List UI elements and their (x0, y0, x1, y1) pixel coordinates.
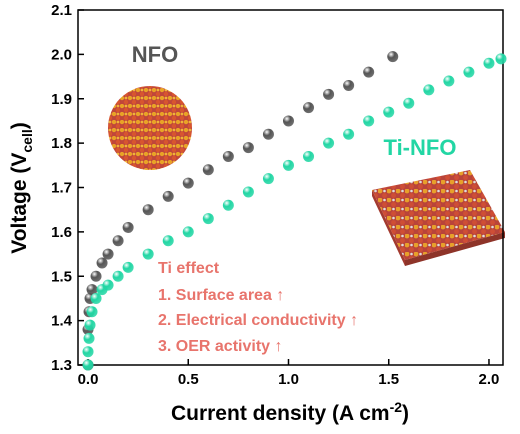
x-tick-label: 1.5 (378, 371, 399, 388)
x-axis-label: Current density (A cm-2) (171, 399, 409, 425)
y-tick-label: 1.5 (51, 268, 72, 285)
marker (90, 270, 102, 282)
y-tick-label: 1.3 (51, 357, 72, 374)
marker (82, 359, 94, 371)
marker (86, 284, 98, 296)
marker (262, 128, 274, 140)
y-axis-label-part: ) (8, 122, 31, 129)
nfo-particle-image (108, 86, 192, 170)
marker (222, 150, 234, 162)
annotation: 2. Electrical conductivity ↑ (158, 312, 358, 329)
marker (363, 115, 375, 127)
marker (463, 66, 475, 78)
marker (383, 106, 395, 118)
marker (202, 164, 214, 176)
y-tick-label: 1.6 (51, 224, 72, 241)
x-axis-label-part: Current density (A cm (171, 402, 390, 425)
y-axis-label-part: Voltage (V (8, 153, 31, 254)
marker (282, 115, 294, 127)
marker (387, 51, 399, 63)
marker (142, 204, 154, 216)
y-tick-label: 1.8 (51, 135, 72, 152)
marker (162, 190, 174, 202)
marker (82, 346, 94, 358)
marker (122, 221, 134, 233)
y-axis-label: Voltage (Vcell) (8, 122, 35, 253)
series-label: Ti-NFO (384, 135, 457, 160)
marker (323, 88, 335, 100)
marker (423, 84, 435, 96)
y-tick-label: 2.0 (51, 46, 72, 63)
annotation-block: Ti effect 1. Surface area ↑ 2. Electrica… (158, 260, 358, 355)
marker (495, 53, 507, 65)
x-tick-label: 1.0 (278, 371, 299, 388)
marker (443, 75, 455, 87)
marker (363, 66, 375, 78)
marker (343, 79, 355, 91)
marker (84, 319, 96, 331)
marker (86, 306, 98, 318)
marker (182, 226, 194, 238)
marker (323, 137, 335, 149)
marker (222, 199, 234, 211)
marker (483, 57, 495, 69)
y-tick-label: 1.4 (51, 313, 73, 330)
y-tick-label: 1.7 (51, 180, 72, 197)
marker (122, 261, 134, 273)
marker (90, 292, 102, 304)
annotation: Ti effect (158, 260, 220, 277)
marker (303, 102, 315, 114)
marker (403, 97, 415, 109)
ti-nfo-sheet-edge (405, 232, 505, 266)
marker (202, 213, 214, 225)
y-tick-label: 1.9 (51, 91, 72, 108)
x-tick-label: 0.0 (78, 371, 99, 388)
marker (262, 173, 274, 185)
marker (96, 257, 108, 269)
annotation: 1. Surface area ↑ (158, 287, 284, 304)
marker (162, 235, 174, 247)
marker (112, 235, 124, 247)
marker (303, 150, 315, 162)
ti-nfo-sheet-edge (372, 190, 405, 266)
marker (112, 270, 124, 282)
marker (242, 186, 254, 198)
ti-nfo-sheet-image (372, 170, 505, 260)
marker (83, 332, 95, 344)
y-axis-label-sub: cell (19, 129, 35, 152)
x-axis-label-part: ) (402, 402, 409, 425)
marker (242, 142, 254, 154)
y-tick-label: 2.1 (51, 2, 72, 19)
x-tick-label: 2.0 (479, 371, 500, 388)
x-tick-label: 0.5 (178, 371, 199, 388)
marker (282, 159, 294, 171)
marker (102, 279, 114, 291)
series (82, 53, 507, 371)
annotation: 3. OER activity ↑ (158, 338, 283, 355)
series-label: NFO (132, 42, 178, 67)
marker (102, 248, 114, 260)
marker (343, 128, 355, 140)
x-axis-label-sup: -2 (390, 399, 403, 415)
marker (142, 248, 154, 260)
marker (182, 177, 194, 189)
